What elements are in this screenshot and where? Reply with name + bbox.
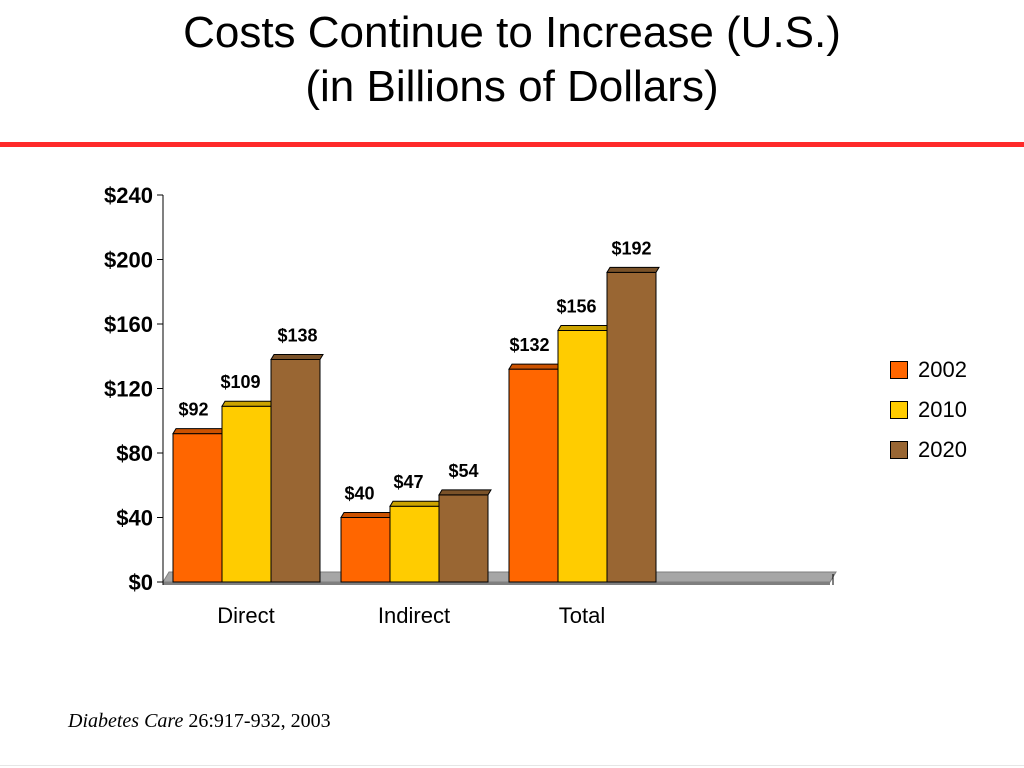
bar-top-total-2002	[508, 363, 562, 370]
legend-item-2002: 2002	[890, 350, 967, 390]
x-axis-category-label: Total	[559, 603, 605, 628]
legend-item-2020: 2020	[890, 430, 967, 470]
bar-top-total-2020	[606, 266, 660, 273]
legend-item-2010: 2010	[890, 390, 967, 430]
x-axis-category-label: Direct	[217, 603, 274, 628]
legend-swatch-2010	[890, 401, 908, 419]
legend-swatch-2020	[890, 441, 908, 459]
bar-indirect-2010	[389, 505, 440, 583]
bar-total-2002	[508, 368, 559, 583]
title-line-2: (in Billions of Dollars)	[305, 62, 719, 111]
y-axis-tick-label: $80	[116, 441, 153, 466]
chart-floor-front	[163, 582, 830, 585]
data-label-indirect-2002: $40	[344, 484, 374, 504]
bar-top-direct-2010	[221, 400, 275, 407]
data-label-indirect-2010: $47	[393, 472, 423, 492]
legend-label-2010: 2010	[918, 397, 967, 422]
bar-top-direct-2002	[172, 428, 226, 435]
legend-label-2002: 2002	[918, 357, 967, 382]
bar-direct-2010	[221, 405, 272, 583]
citation-reference: 26:917-932, 2003	[183, 710, 331, 732]
citation-journal: Diabetes Care	[68, 710, 184, 732]
legend-label-2020: 2020	[918, 437, 967, 462]
data-label-direct-2020: $138	[277, 325, 317, 345]
data-label-total-2020: $192	[611, 238, 651, 258]
y-axis-tick-label: $0	[129, 570, 153, 595]
bar-top-total-2010	[557, 324, 611, 331]
data-label-direct-2002: $92	[178, 400, 208, 420]
bar-top-indirect-2020	[438, 489, 492, 496]
slide-title: Costs Continue to Increase (U.S.) (in Bi…	[0, 6, 1024, 114]
bar-top-indirect-2002	[340, 512, 394, 518]
bar-indirect-2002	[340, 517, 391, 583]
data-label-direct-2010: $109	[220, 372, 260, 392]
chart-legend: 2002 2010 2020	[890, 350, 967, 470]
bar-direct-2002	[172, 433, 223, 583]
bar-indirect-2020	[438, 494, 489, 583]
title-divider	[0, 142, 1024, 147]
y-axis-tick-label: $160	[104, 312, 153, 337]
y-axis-tick-label: $200	[104, 248, 153, 273]
y-axis-tick-label: $40	[116, 506, 153, 531]
citation: Diabetes Care 26:917-932, 2003	[68, 710, 331, 733]
data-label-total-2002: $132	[509, 335, 549, 355]
legend-swatch-2002	[890, 361, 908, 379]
x-axis-category-label: Indirect	[378, 603, 450, 628]
bar-direct-2020	[270, 358, 321, 583]
title-line-1: Costs Continue to Increase (U.S.)	[183, 8, 841, 57]
bar-total-2010	[557, 329, 608, 583]
y-axis-tick-label: $120	[104, 377, 153, 402]
data-label-indirect-2020: $54	[448, 461, 478, 481]
bar-total-2020	[606, 271, 657, 583]
bar-top-indirect-2010	[389, 500, 443, 507]
bar-top-direct-2020	[270, 353, 324, 360]
y-axis-tick-label: $240	[104, 183, 153, 208]
data-label-total-2010: $156	[556, 296, 596, 316]
bottom-border	[0, 765, 1024, 766]
